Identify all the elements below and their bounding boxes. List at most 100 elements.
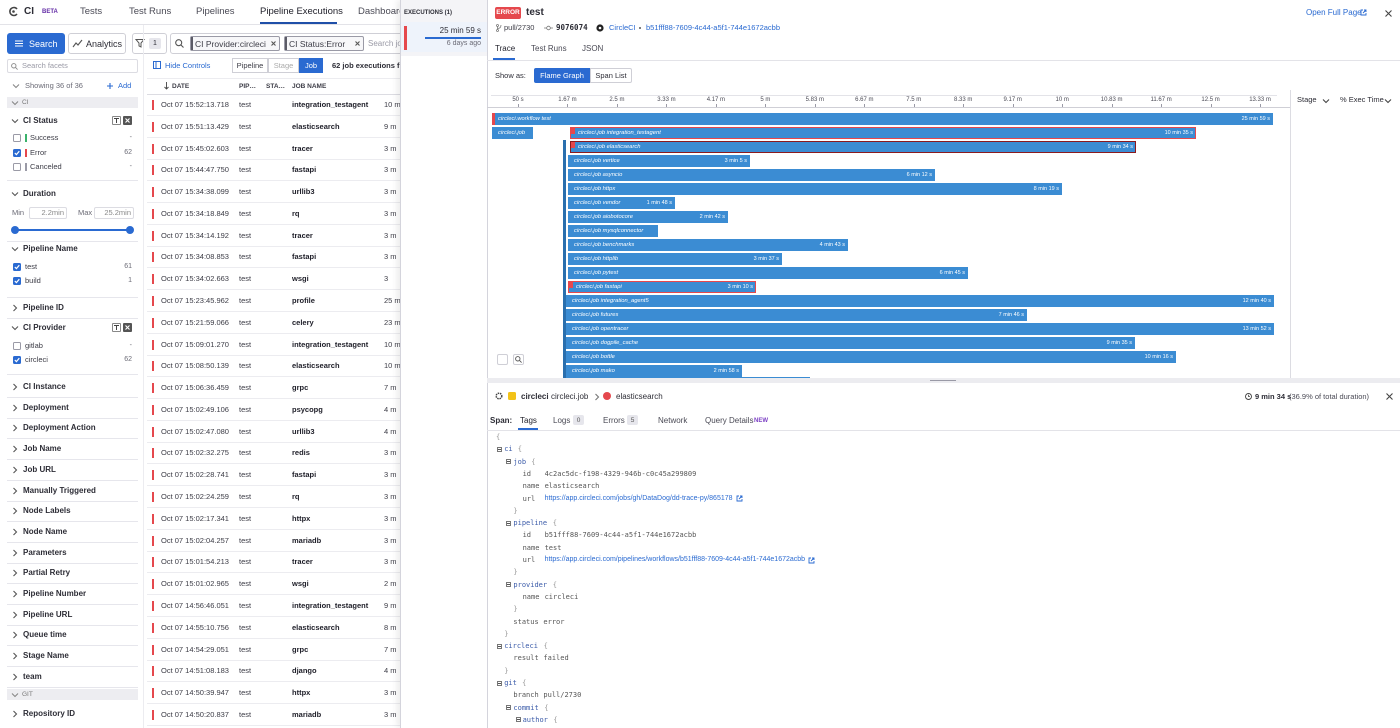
facet-search-box[interactable] bbox=[7, 59, 138, 73]
span-bar[interactable] bbox=[568, 253, 782, 265]
filter-button[interactable] bbox=[132, 33, 167, 54]
min-input[interactable] bbox=[29, 207, 67, 219]
table-row[interactable] bbox=[147, 138, 402, 160]
max-input[interactable] bbox=[94, 207, 134, 219]
flame-tool[interactable] bbox=[497, 354, 508, 365]
span-tab[interactable]: Network bbox=[658, 415, 688, 425]
facet-option-label[interactable]: Error bbox=[30, 148, 47, 157]
close-icon[interactable] bbox=[125, 118, 130, 123]
facet-title[interactable]: Queue time bbox=[23, 630, 67, 640]
view-button[interactable] bbox=[534, 68, 590, 83]
facet-option-label[interactable]: Success bbox=[30, 133, 59, 142]
facet-title[interactable]: Deployment bbox=[23, 402, 69, 412]
span-bar[interactable] bbox=[566, 295, 1274, 307]
facet-option-label[interactable]: test bbox=[25, 262, 38, 271]
table-row[interactable] bbox=[147, 682, 402, 705]
sort-by-select[interactable]: % Exec Time bbox=[1340, 95, 1384, 104]
column-header[interactable]: JOB NAME bbox=[292, 82, 327, 90]
table-row[interactable] bbox=[147, 377, 402, 400]
table-row[interactable] bbox=[147, 595, 402, 617]
facet-title[interactable]: Partial Retry bbox=[23, 568, 71, 578]
table-row[interactable] bbox=[147, 486, 402, 509]
facet-title[interactable]: Parameters bbox=[23, 547, 67, 557]
facet-title[interactable]: Duration bbox=[23, 189, 56, 198]
pipeline-id-link[interactable]: b51fff88-7609-4c44-a5f1-744e1672acbb bbox=[646, 23, 781, 32]
filter-chip[interactable] bbox=[190, 36, 280, 51]
span-bar[interactable] bbox=[568, 211, 728, 223]
facet-text-toggle[interactable] bbox=[112, 116, 121, 125]
facet-title[interactable]: CI Status bbox=[23, 116, 58, 125]
view-toggle[interactable] bbox=[232, 58, 268, 73]
facet-title[interactable]: team bbox=[23, 671, 42, 681]
table-row[interactable] bbox=[147, 116, 402, 138]
span-bar[interactable] bbox=[568, 183, 1062, 195]
table-row[interactable] bbox=[147, 290, 402, 313]
close-icon[interactable] bbox=[355, 41, 360, 46]
range-handle[interactable] bbox=[126, 226, 134, 234]
table-row[interactable] bbox=[147, 551, 402, 574]
span-bar[interactable] bbox=[568, 267, 968, 279]
facet-title[interactable]: Pipeline ID bbox=[23, 303, 64, 312]
facet-title[interactable]: Job URL bbox=[23, 464, 56, 474]
facet-title[interactable]: Deployment Action bbox=[23, 423, 96, 433]
span-bar[interactable] bbox=[568, 155, 750, 167]
checkbox[interactable] bbox=[13, 163, 21, 171]
table-row[interactable] bbox=[147, 312, 402, 334]
facet-title[interactable]: Node Labels bbox=[23, 506, 71, 516]
span-tab[interactable]: Query Details bbox=[705, 415, 754, 425]
range-handle[interactable] bbox=[11, 226, 19, 234]
span-bar[interactable] bbox=[570, 141, 1136, 153]
span-bar[interactable] bbox=[492, 127, 533, 139]
table-row[interactable] bbox=[147, 639, 402, 661]
view-toggle[interactable] bbox=[299, 58, 323, 73]
span-bar[interactable] bbox=[566, 309, 1027, 321]
search-button[interactable] bbox=[7, 33, 65, 54]
column-header[interactable]: PIP… bbox=[239, 82, 256, 90]
nav-tab[interactable]: Test Runs bbox=[129, 6, 172, 17]
span-bar[interactable] bbox=[566, 365, 742, 377]
table-row[interactable] bbox=[147, 159, 402, 182]
close-icon[interactable] bbox=[125, 325, 130, 330]
plus-icon[interactable] bbox=[107, 83, 113, 89]
divider-handle[interactable] bbox=[930, 380, 956, 381]
span-bar[interactable] bbox=[566, 351, 1176, 363]
filter-chip[interactable] bbox=[284, 36, 364, 51]
facet-title[interactable]: Repository ID bbox=[23, 709, 76, 718]
checkbox[interactable] bbox=[13, 342, 21, 350]
table-row[interactable] bbox=[147, 94, 402, 116]
checkbox[interactable] bbox=[13, 134, 21, 142]
table-row[interactable] bbox=[147, 246, 402, 269]
flame-tool[interactable] bbox=[513, 354, 524, 365]
span-bar[interactable] bbox=[570, 127, 1196, 139]
table-row[interactable] bbox=[147, 508, 402, 530]
facet-option-label[interactable]: Canceled bbox=[30, 162, 62, 171]
facet-title[interactable]: Pipeline URL bbox=[23, 609, 73, 619]
facet-title[interactable]: Job Name bbox=[23, 444, 62, 454]
analytics-button[interactable] bbox=[68, 33, 126, 54]
nav-tab[interactable]: Pipeline Executions bbox=[260, 6, 343, 17]
facet-text-toggle[interactable] bbox=[112, 323, 121, 332]
facet-title[interactable]: Manually Triggered bbox=[23, 485, 96, 495]
table-row[interactable] bbox=[147, 268, 402, 291]
table-row[interactable] bbox=[147, 442, 402, 465]
detail-tab[interactable]: JSON bbox=[582, 43, 604, 53]
add-facet-link[interactable]: Add bbox=[118, 81, 132, 90]
span-tab[interactable]: Tags bbox=[520, 415, 537, 425]
view-button[interactable] bbox=[590, 68, 632, 83]
facet-option-label[interactable]: circleci bbox=[25, 355, 48, 364]
table-row[interactable] bbox=[147, 181, 402, 204]
nav-tab[interactable]: Pipelines bbox=[196, 6, 235, 17]
table-row[interactable] bbox=[147, 203, 402, 225]
detail-tab[interactable]: Trace bbox=[495, 43, 516, 53]
table-row[interactable] bbox=[147, 573, 402, 596]
tree-value[interactable]: https://app.circleci.com/jobs/gh/DataDog… bbox=[544, 494, 733, 502]
table-row[interactable] bbox=[147, 464, 402, 487]
facet-title[interactable]: Stage Name bbox=[23, 651, 69, 661]
close-icon[interactable] bbox=[1385, 10, 1392, 17]
open-full-page-link[interactable]: Open Full Page bbox=[1306, 8, 1362, 17]
facet-title[interactable]: Pipeline Name bbox=[23, 244, 78, 253]
detail-tab[interactable]: Test Runs bbox=[531, 43, 567, 53]
hide-controls-link[interactable]: Hide Controls bbox=[165, 60, 211, 70]
facet-title[interactable]: Node Name bbox=[23, 526, 68, 536]
span-bar[interactable] bbox=[568, 225, 658, 237]
